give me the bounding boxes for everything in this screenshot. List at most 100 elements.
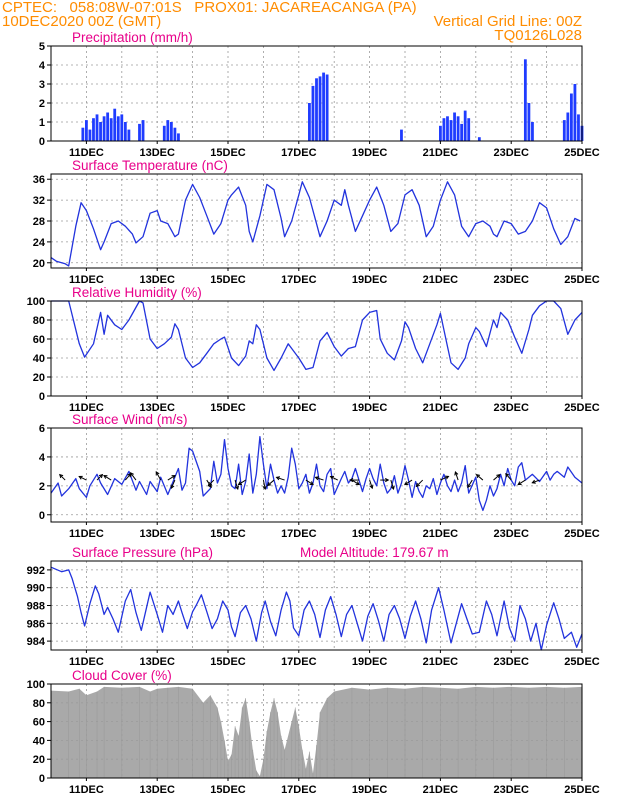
x-tick-label: 23DEC [493,528,529,540]
wind-arrow-head [454,470,459,476]
wind-arrow-head [155,471,160,476]
wind-arrow [330,476,338,481]
x-tick-label: 11DEC [69,656,104,668]
precip-bar [315,78,318,141]
precip-bar [169,122,173,141]
series-line [50,181,581,267]
x-tick-label: 15DEC [210,528,246,540]
wind-arrow-head [234,485,239,491]
wind-arrow-head [309,481,314,486]
precip-bar [325,74,329,141]
y-tick-label: 6 [39,423,45,435]
x-tick-label: 19DEC [352,274,388,286]
y-tick-label: 80 [33,698,45,710]
header-run-id: TQ0126L028 [494,27,582,44]
y-tick-label: 990 [27,583,45,595]
wind-arrow [124,473,132,481]
precip-bar [467,118,471,141]
panel-title: Relative Humidity (%) [72,285,202,300]
x-tick-label: 13DEC [139,528,175,540]
wind-arrow [404,479,413,485]
x-tick-label: 17DEC [281,784,317,796]
y-tick-label: 2 [39,481,45,493]
precip-bar [449,120,453,141]
series-line [50,566,583,651]
precip-bar [311,85,315,141]
y-tick-label: 40 [33,353,45,365]
precip-bar [102,116,106,141]
x-tick-label: 25DEC [564,656,600,668]
series-line [51,300,583,372]
precip-bar [88,129,92,141]
precip-bar [123,122,127,141]
wind-arrow-head [275,476,281,481]
wind-arrow-head [505,472,510,478]
precip-bar [116,116,120,141]
x-tick-label: 11DEC [69,274,104,286]
wind-arrow-head [171,475,176,479]
y-tick-label: 20 [33,372,45,384]
wind-arrow-head [390,485,395,491]
wind-arrow [467,479,473,488]
wind-arrow-head [517,481,522,486]
x-tick-label: 17DEC [281,402,317,414]
header-grid-note: Vertical Grid Line: 00Z [433,13,582,30]
y-tick-label: 40 [33,735,45,747]
x-tick-label: 15DEC [210,656,246,668]
precip-bar [439,125,442,141]
panel-4: 984 986 988 990 992 11DEC 13DEC 15DEC 17DEC 19DEC… [27,545,600,668]
precip-bar [577,114,580,141]
precip-bar [173,127,177,141]
x-tick-label: 17DEC [281,528,317,540]
y-tick-label: 60 [33,334,45,346]
panel-3: 0 2 4 6 11DEC 13DEC 15DEC 17DEC 19DEC 21DEC 23DEC 2… [39,412,600,540]
x-tick-label: 25DEC [564,402,600,414]
precip-bar [456,116,460,141]
panel-title: Surface Temperature (nC) [72,158,228,173]
panel-5: 0 20 40 60 80 100 11DEC 13DEC 15DEC 17DEC 19DEC 21D… [27,668,600,796]
panel-annotation: Model Altitude: 179.67 m [300,545,449,560]
y-tick-label: 100 [27,296,45,308]
precip-bar [477,137,481,141]
wind-arrow-head [329,475,335,480]
precip-bar [566,112,570,141]
wind-arrow [130,472,137,481]
wind-arrow-head [129,472,134,477]
wind-arrow-head [496,473,501,479]
x-tick-label: 23DEC [493,274,529,286]
precip-bar [120,114,124,141]
precip-bar [453,112,456,141]
panel-2: 0 20 40 60 80 100 11DEC 13DEC 15DEC 17DEC 19DEC 21D… [27,285,600,414]
precip-bar [138,123,141,141]
y-tick-label: 60 [33,717,45,729]
panel-frame [50,45,583,142]
wind-arrow-head [59,473,64,479]
precip-bar [127,129,131,141]
wind-arrow-head [314,476,320,481]
wind-arrow [262,479,266,490]
precip-bar [569,93,573,141]
y-tick-label: 0 [39,773,45,785]
x-tick-label: 19DEC [352,147,388,159]
wind-arrow [234,479,239,490]
precip-bar [166,120,170,141]
x-tick-label: 13DEC [139,147,175,159]
wind-arrow-head [78,475,83,480]
y-tick-label: 100 [27,679,45,691]
wind-arrow [167,475,176,481]
x-tick-label: 17DEC [281,274,317,286]
wind-arrow [276,476,285,481]
x-tick-label: 21DEC [423,656,459,668]
precip-bar [460,123,464,141]
precip-bar [573,84,577,141]
x-tick-label: 17DEC [281,147,317,159]
y-tick-label: 992 [27,565,45,577]
precip-bar [141,120,145,141]
y-tick-label: 986 [27,618,45,630]
x-tick-label: 11DEC [69,528,104,540]
wind-arrow [505,473,512,481]
y-tick-label: 3 [39,79,45,91]
x-tick-label: 13DEC [139,656,175,668]
precip-bar [308,103,311,141]
